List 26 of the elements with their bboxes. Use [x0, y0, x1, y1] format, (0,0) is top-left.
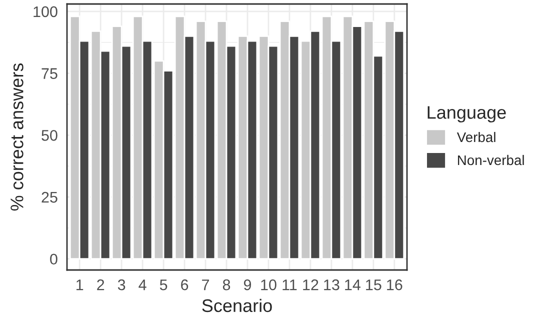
x-tick-label: 11	[282, 280, 297, 290]
y-tick-label: 25	[42, 192, 58, 203]
x-tick-label: 5	[160, 280, 168, 290]
y-tick-label: 100	[34, 6, 58, 18]
y-axis-title: % correct answers	[10, 63, 24, 211]
x-tick-label: 1	[76, 280, 84, 290]
y-tick-label: 50	[42, 130, 58, 141]
y-tick-label: 75	[42, 68, 58, 79]
x-tick-label: 2	[97, 279, 104, 290]
x-tick-label: 4	[138, 280, 146, 290]
x-tick-label: 12	[303, 279, 318, 290]
x-tick-label: 8	[222, 279, 230, 290]
x-tick-label: 7	[202, 280, 209, 290]
legend-label: Verbal	[456, 132, 496, 142]
x-tick-label: 10	[261, 279, 276, 290]
legend-title: Language	[428, 106, 506, 122]
x-tick-label: 9	[244, 279, 252, 290]
x-axis-title: Scenario	[202, 298, 272, 312]
x-tick-label: 15	[366, 280, 382, 290]
x-tick-label: 13	[324, 279, 340, 290]
x-tick-label: 3	[118, 279, 126, 290]
x-tick-label: 6	[181, 279, 188, 290]
x-tick-label: 14	[345, 280, 360, 290]
legend-label: Non-verbal	[458, 154, 524, 166]
y-tick-label: 0	[50, 254, 58, 265]
x-tick-label: 16	[387, 279, 402, 290]
